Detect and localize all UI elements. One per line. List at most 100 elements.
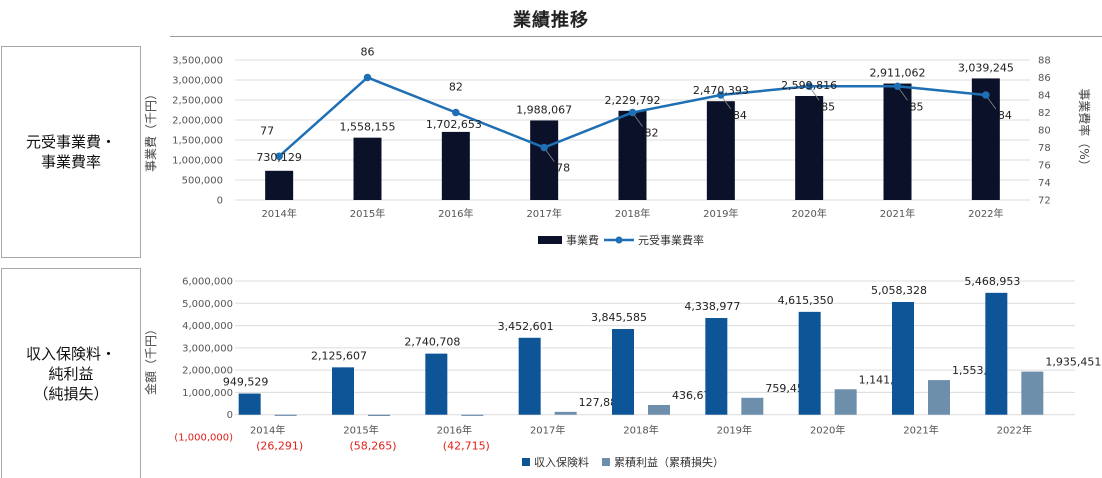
expense-bar-label: 2,911,062: [870, 67, 926, 80]
premium-chart-y-tick: 2,000,000: [182, 366, 233, 377]
premium-chart-x-tick: 2017年: [530, 424, 565, 437]
profit-bar: [274, 414, 297, 416]
premium-chart-y-tick: 4,000,000: [182, 321, 233, 332]
expense-bar: [795, 96, 824, 200]
premium-bar: [425, 353, 448, 415]
legend-label-expense: 事業費: [566, 233, 599, 247]
expense-chart-y-tick: 2,500,000: [172, 96, 223, 107]
legend-swatch-expense: [538, 236, 562, 244]
premium-bar-label: 2,125,607: [311, 349, 367, 362]
expense-bar-label: 2,470,393: [693, 84, 749, 97]
premium-chart-x-tick: 2021年: [903, 424, 938, 437]
expense-chart-x-tick: 2022年: [968, 207, 1003, 220]
expense-ratio-label: 84: [998, 109, 1012, 122]
page-title: 業績推移: [513, 10, 589, 31]
expense-bar: [706, 101, 735, 200]
premium-bar: [985, 292, 1008, 415]
profit-bar: [741, 397, 764, 415]
premium-bar-label: 3,845,585: [591, 311, 647, 324]
expense-chart-x-tick: 2021年: [880, 207, 915, 220]
expense-chart-y2-tick: 84: [1038, 91, 1051, 102]
premium-chart-x-tick: 2019年: [717, 424, 752, 437]
expense-bar-label: 3,039,245: [958, 61, 1014, 74]
expense-chart-y2-tick: 86: [1038, 73, 1051, 84]
premium-bar: [892, 301, 914, 415]
expense-ratio-point: [540, 143, 548, 152]
expense-ratio-point: [363, 73, 372, 82]
legend-label-premium: 収入保険料: [534, 455, 589, 469]
profit-bar: [461, 414, 484, 416]
profit-bar: [368, 414, 390, 417]
expense-chart-y2-tick: 80: [1038, 126, 1051, 137]
premium-bar: [612, 329, 634, 415]
section-label-premiums-text: 収入保険料・ 純利益 （純損失）: [25, 344, 116, 403]
profit-bar-label: 1,935,451: [1045, 356, 1101, 369]
section-label-expenses: 元受事業費・ 事業費率: [1, 46, 141, 258]
expense-chart-y-tick: 3,500,000: [172, 56, 223, 67]
expense-bar: [353, 137, 382, 200]
premium-chart-y-tick: 0: [227, 410, 233, 421]
expense-chart-y-tick: 2,000,000: [172, 116, 223, 127]
profit-bar-label: (42,715): [443, 440, 490, 453]
premium-bar: [238, 393, 261, 415]
profit-bar: [834, 389, 857, 415]
expense-chart-y2-tick: 72: [1038, 196, 1051, 207]
expense-bar-label: 730,129: [256, 151, 302, 164]
expense-ratio-leader: [634, 115, 643, 127]
expense-chart-y2-tick: 78: [1038, 143, 1051, 154]
expense-chart-y2-tick: 76: [1038, 161, 1051, 172]
premium-chart-y-tick: 5,000,000: [182, 299, 233, 310]
expense-ratio-leader: [987, 97, 997, 110]
premium-chart-x-tick: 2016年: [437, 424, 472, 437]
profit-bar: [1021, 371, 1044, 415]
title-divider: [170, 36, 1102, 37]
premium-bar-label: 3,452,601: [498, 320, 554, 333]
expense-chart-y2-axis-title: 事業費率（%）: [1077, 88, 1092, 171]
expense-ratio-point: [628, 108, 637, 117]
expense-chart-y-tick: 1,500,000: [172, 136, 223, 147]
expense-ratio-label: 82: [449, 81, 463, 94]
expense-chart-y2-tick: 88: [1038, 56, 1051, 67]
premium-bar: [518, 337, 541, 415]
expense-ratio-point: [452, 108, 460, 117]
premium-chart-y-tick: 3,000,000: [182, 343, 233, 354]
expense-chart-x-tick: 2019年: [703, 207, 738, 220]
expense-ratio-label: 86: [361, 46, 375, 59]
expense-ratio-point: [982, 91, 990, 99]
premium-chart-x-tick: 2014年: [250, 424, 285, 437]
profit-bar-label: (58,265): [349, 440, 396, 453]
expense-ratio-leader: [722, 97, 732, 110]
premium-chart-legend: 収入保険料 累積利益（累積損失）: [522, 455, 724, 469]
legend-swatch-premium: [522, 458, 530, 466]
premium-bar-label: 5,058,328: [871, 284, 927, 297]
section-label-expenses-text: 元受事業費・ 事業費率: [25, 133, 116, 171]
expense-bar: [618, 110, 647, 200]
expense-bar: [530, 120, 559, 200]
expense-chart-y2-tick: 74: [1038, 178, 1051, 189]
expense-ratio-leader: [899, 89, 908, 101]
expense-chart-y2-tick: 82: [1038, 108, 1051, 119]
expense-bar-label: 2,229,792: [605, 94, 661, 107]
expense-ratio-leader: [545, 150, 555, 162]
expense-ratio-leader: [810, 89, 820, 101]
expense-chart-y-tick: 0: [217, 196, 223, 207]
premium-chart-x-tick: 2018年: [623, 424, 658, 437]
expense-ratio-point: [805, 82, 813, 91]
section-label-premiums: 収入保険料・ 純利益 （純損失）: [1, 268, 141, 478]
profit-bar: [554, 411, 577, 415]
premium-chart-y-tick: 1,000,000: [182, 388, 233, 399]
premium-chart-y-axis-title: 金額（千円）: [143, 323, 158, 395]
premium-bar: [705, 318, 728, 415]
premium-bar: [332, 367, 354, 415]
profit-bar: [648, 404, 670, 415]
premium-bar-label: 5,468,953: [964, 275, 1020, 288]
expense-chart-x-tick: 2018年: [615, 207, 650, 220]
expense-ratio-label: 85: [821, 100, 835, 113]
expense-ratio-point: [893, 82, 902, 91]
premium-bar-label: 949,529: [223, 376, 269, 389]
premium-chart-x-tick: 2015年: [343, 424, 378, 437]
expense-ratio-label: 85: [910, 100, 924, 113]
expense-chart: 0 500,000 1,000,000 1,500,000 2,000,000 2,500…: [143, 46, 1092, 248]
expense-ratio-label: 84: [733, 109, 747, 122]
expense-ratio-label: 82: [645, 127, 659, 140]
